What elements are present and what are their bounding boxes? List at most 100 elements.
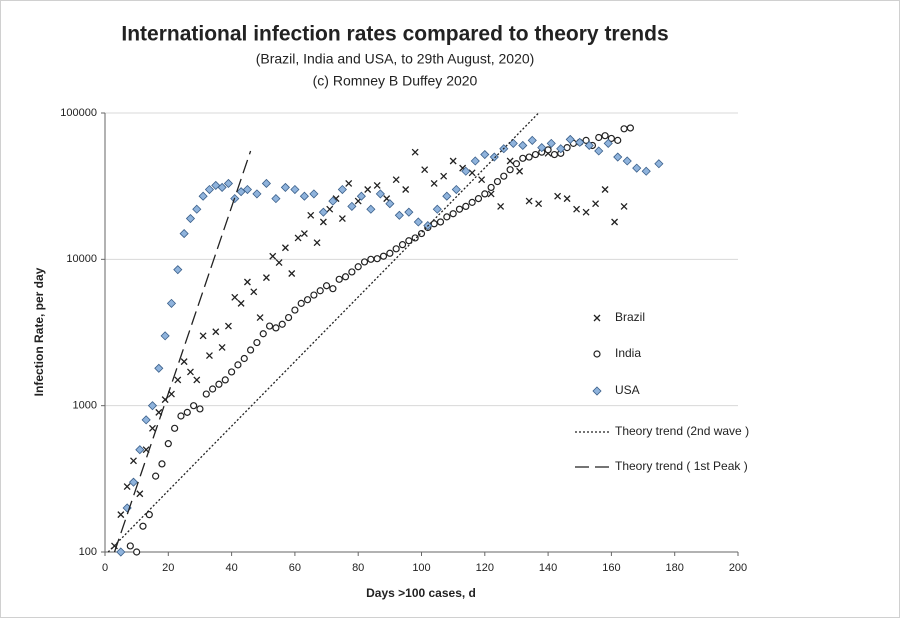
marker-circle: [411, 234, 419, 242]
marker-circle: [405, 237, 413, 245]
y-axis-label: Infection Rate, per day: [32, 267, 46, 396]
marker-circle: [462, 202, 470, 211]
legend-marker: [593, 314, 601, 322]
marker-circle: [284, 313, 293, 322]
marker-diamond: [160, 331, 170, 341]
marker-circle: [348, 268, 356, 276]
marker-diamond: [318, 207, 328, 217]
marker-diamond: [261, 178, 271, 189]
x-tick-label: 200: [729, 562, 747, 574]
marker-cross: [449, 157, 457, 165]
marker-diamond: [622, 156, 632, 166]
marker-circle: [329, 285, 337, 293]
marker-diamond: [584, 140, 594, 151]
marker-cross: [300, 230, 308, 238]
marker-diamond: [280, 182, 290, 192]
marker-cross: [478, 176, 486, 184]
x-tick-label: 60: [289, 562, 301, 574]
marker-cross: [180, 358, 188, 366]
marker-circle: [360, 258, 369, 266]
marker-diamond: [556, 144, 566, 154]
marker-circle: [626, 124, 634, 132]
chart-subtitle: (Brazil, India and USA, to 29th August, …: [256, 51, 535, 67]
marker-circle: [601, 132, 609, 140]
marker-circle: [512, 160, 521, 168]
marker-circle: [259, 330, 267, 338]
marker-circle: [228, 368, 236, 376]
x-tick-label: 80: [352, 562, 364, 574]
marker-circle: [253, 338, 261, 347]
marker-circle: [443, 213, 451, 221]
marker-circle: [183, 408, 191, 416]
marker-cross: [620, 202, 628, 210]
marker-cross: [218, 343, 226, 351]
marker-cross: [373, 181, 381, 189]
marker-diamond: [632, 163, 642, 173]
marker-circle: [531, 150, 540, 159]
legend-label: USA: [615, 383, 640, 397]
marker-diamond: [603, 138, 613, 148]
marker-cross: [582, 208, 590, 216]
marker-diamond: [394, 210, 404, 220]
marker-diamond: [442, 191, 452, 201]
chart-title: International infection rates compared t…: [121, 23, 668, 46]
marker-diamond: [508, 138, 518, 148]
x-tick-label: 180: [666, 562, 684, 574]
marker-cross: [199, 332, 207, 340]
legend-marker: [592, 386, 602, 396]
x-tick-label: 40: [225, 562, 237, 574]
marker-circle: [354, 263, 362, 271]
marker-cross: [288, 270, 296, 277]
marker-diamond: [546, 138, 556, 148]
marker-cross: [487, 190, 495, 198]
marker-circle: [240, 354, 248, 363]
marker-circle: [607, 134, 616, 143]
marker-diamond: [366, 204, 376, 214]
marker-cross: [563, 195, 571, 203]
marker-circle: [373, 255, 381, 263]
marker-cross: [392, 176, 400, 184]
marker-diamond: [489, 152, 499, 162]
trend-line: [113, 150, 252, 553]
marker-circle: [297, 299, 305, 307]
marker-circle: [392, 245, 400, 253]
marker-circle: [145, 511, 153, 519]
marker-circle: [126, 542, 134, 550]
marker-circle: [493, 177, 502, 186]
marker-circle: [164, 440, 172, 448]
x-tick-label: 0: [102, 562, 108, 574]
x-tick-label: 100: [412, 562, 430, 574]
marker-diamond: [480, 149, 490, 160]
marker-cross: [402, 186, 410, 193]
marker-cross: [136, 490, 144, 498]
marker-diamond: [654, 159, 664, 169]
marker-cross: [224, 322, 232, 330]
marker-cross: [468, 169, 476, 177]
marker-circle: [265, 322, 274, 330]
legend-label: Theory trend (2nd wave ): [615, 424, 749, 438]
marker-cross: [506, 157, 514, 165]
marker-cross: [205, 352, 213, 360]
marker-circle: [417, 229, 426, 238]
marker-cross: [281, 244, 289, 252]
marker-circle: [335, 275, 343, 283]
marker-circle: [563, 144, 571, 152]
marker-circle: [474, 195, 483, 203]
chart-credit: (c) Romney B Duffey 2020: [313, 73, 478, 89]
x-axis-label: Days >100 cases, d: [366, 586, 476, 600]
marker-cross: [269, 252, 277, 260]
marker-circle: [481, 190, 489, 198]
marker-diamond: [204, 184, 215, 195]
marker-cross: [212, 328, 220, 336]
marker-diamond: [135, 445, 145, 455]
marker-circle: [202, 390, 210, 398]
marker-cross: [117, 511, 125, 519]
marker-diamond: [154, 363, 164, 373]
marker-cross: [193, 376, 201, 384]
marker-circle: [449, 210, 457, 218]
marker-circle: [221, 376, 229, 384]
marker-cross: [262, 274, 270, 282]
marker-diamond: [192, 204, 202, 214]
